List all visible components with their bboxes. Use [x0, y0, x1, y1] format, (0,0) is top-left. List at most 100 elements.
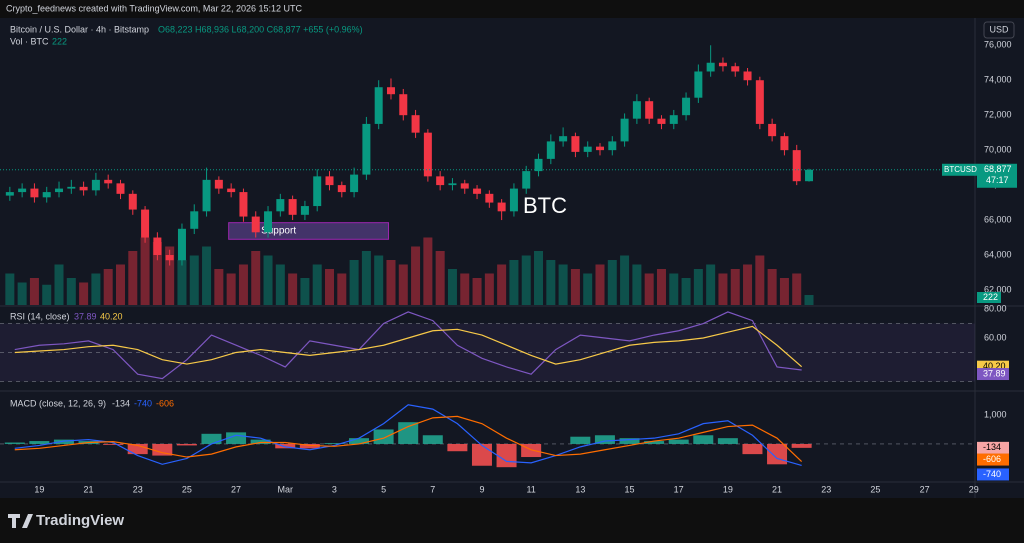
candle-body	[288, 199, 297, 215]
macd-histogram-bar	[668, 439, 689, 444]
volume-legend-value: 222	[52, 36, 67, 46]
candle-body	[780, 136, 789, 151]
volume-value-box	[977, 292, 1001, 303]
volume-bar	[632, 264, 642, 305]
candle-body	[805, 169, 814, 182]
macd-legend-value: -134	[112, 398, 130, 408]
candle-body	[362, 123, 371, 175]
candle-body	[227, 188, 236, 193]
candle-body	[473, 188, 482, 194]
volume-bar	[103, 269, 113, 305]
candle-body	[596, 146, 604, 151]
volume-bar	[792, 273, 802, 305]
x-tick-label: 5	[381, 484, 386, 494]
candle-body	[768, 123, 777, 137]
rsi-value-box	[977, 368, 1009, 381]
volume-bar	[644, 273, 654, 305]
volume-bar	[509, 260, 519, 305]
macd-histogram-bar	[29, 441, 50, 444]
x-tick-label: 9	[479, 484, 484, 494]
volume-bar	[189, 255, 199, 305]
x-tick-label: 19	[34, 484, 44, 494]
candle-body	[792, 150, 801, 182]
volume-bar	[115, 264, 125, 305]
macd-histogram-bar	[349, 438, 370, 444]
macd-histogram-bar	[496, 443, 517, 468]
volume-bar	[767, 269, 777, 305]
volume-bar	[558, 264, 568, 305]
x-tick-label: 3	[332, 484, 337, 494]
volume-bar	[165, 246, 175, 305]
volume-bar	[521, 255, 531, 305]
candle-body	[104, 179, 113, 184]
x-tick-label: 11	[526, 484, 535, 494]
macd-histogram-bar	[767, 443, 788, 465]
currency[interactable]: USD	[989, 24, 1009, 34]
volume-bar	[349, 260, 359, 305]
macd-value-box	[977, 468, 1009, 481]
macd-histogram-bar	[422, 435, 443, 444]
candle-body	[682, 97, 691, 116]
candle-body	[153, 237, 162, 256]
volume-bar	[288, 273, 298, 305]
volume-bar	[29, 278, 39, 305]
macd-histogram-bar	[373, 429, 394, 444]
volume-bar	[374, 255, 384, 305]
y-tick-label: 72,000	[984, 110, 1012, 120]
macd-histogram-bar	[644, 441, 665, 444]
volume-bar	[398, 264, 408, 305]
candle-body	[177, 228, 186, 261]
y-tick-label: 76,000	[984, 40, 1012, 50]
candle-body	[706, 62, 715, 72]
volume-bar	[730, 269, 740, 305]
volume-value: 222	[983, 292, 998, 302]
candle-body	[497, 202, 506, 212]
candle-body	[546, 141, 555, 159]
candle-body	[5, 192, 14, 196]
x-tick-label: 7	[430, 484, 435, 494]
rsi-value: 37.89	[983, 368, 1006, 378]
macd-tick-label: 1,000	[984, 409, 1007, 419]
macd-histogram-bar	[176, 443, 197, 446]
volume-bar	[91, 273, 101, 305]
candle-body	[42, 192, 51, 198]
candle-body	[239, 192, 248, 217]
macd-histogram-bar	[152, 443, 173, 456]
candle-body	[251, 216, 260, 233]
last-price-box	[977, 163, 1017, 188]
candle-body	[423, 132, 432, 177]
macd-legend-value: -606	[156, 398, 174, 408]
brand-logo	[8, 514, 33, 528]
candle-body	[534, 158, 543, 172]
volume-bar	[718, 273, 728, 305]
volume-bar	[275, 264, 285, 305]
volume-bar	[583, 273, 593, 305]
candle-body	[374, 87, 383, 124]
macd-histogram-bar	[471, 443, 492, 466]
volume-bar	[177, 260, 187, 305]
volume-bar	[325, 269, 335, 305]
candle-body	[202, 179, 211, 212]
volume-bar	[251, 251, 261, 305]
candle-body	[731, 66, 740, 72]
candle-body	[669, 115, 678, 124]
candle-body	[411, 115, 420, 133]
macd-histogram-bar	[324, 443, 345, 444]
candle-body	[116, 183, 125, 194]
volume-bar	[743, 264, 753, 305]
x-tick-label: Mar	[277, 484, 293, 494]
macd-histogram-bar	[127, 443, 148, 455]
volume-bar	[423, 237, 433, 305]
macd-histogram-bar	[4, 442, 25, 444]
macd-histogram-bar	[53, 439, 74, 444]
volume-bar	[238, 264, 248, 305]
x-tick-label: 23	[133, 484, 143, 494]
volume-bar	[54, 264, 64, 305]
candle-body	[214, 179, 223, 189]
volume-bar	[79, 282, 89, 305]
candle-body	[350, 174, 359, 193]
macd-title: MACD (close, 12, 26, 9)	[10, 398, 106, 408]
volume-legend: Vol · BTC	[10, 36, 49, 46]
currency-button[interactable]	[983, 21, 1015, 39]
volume-bar	[312, 264, 322, 305]
